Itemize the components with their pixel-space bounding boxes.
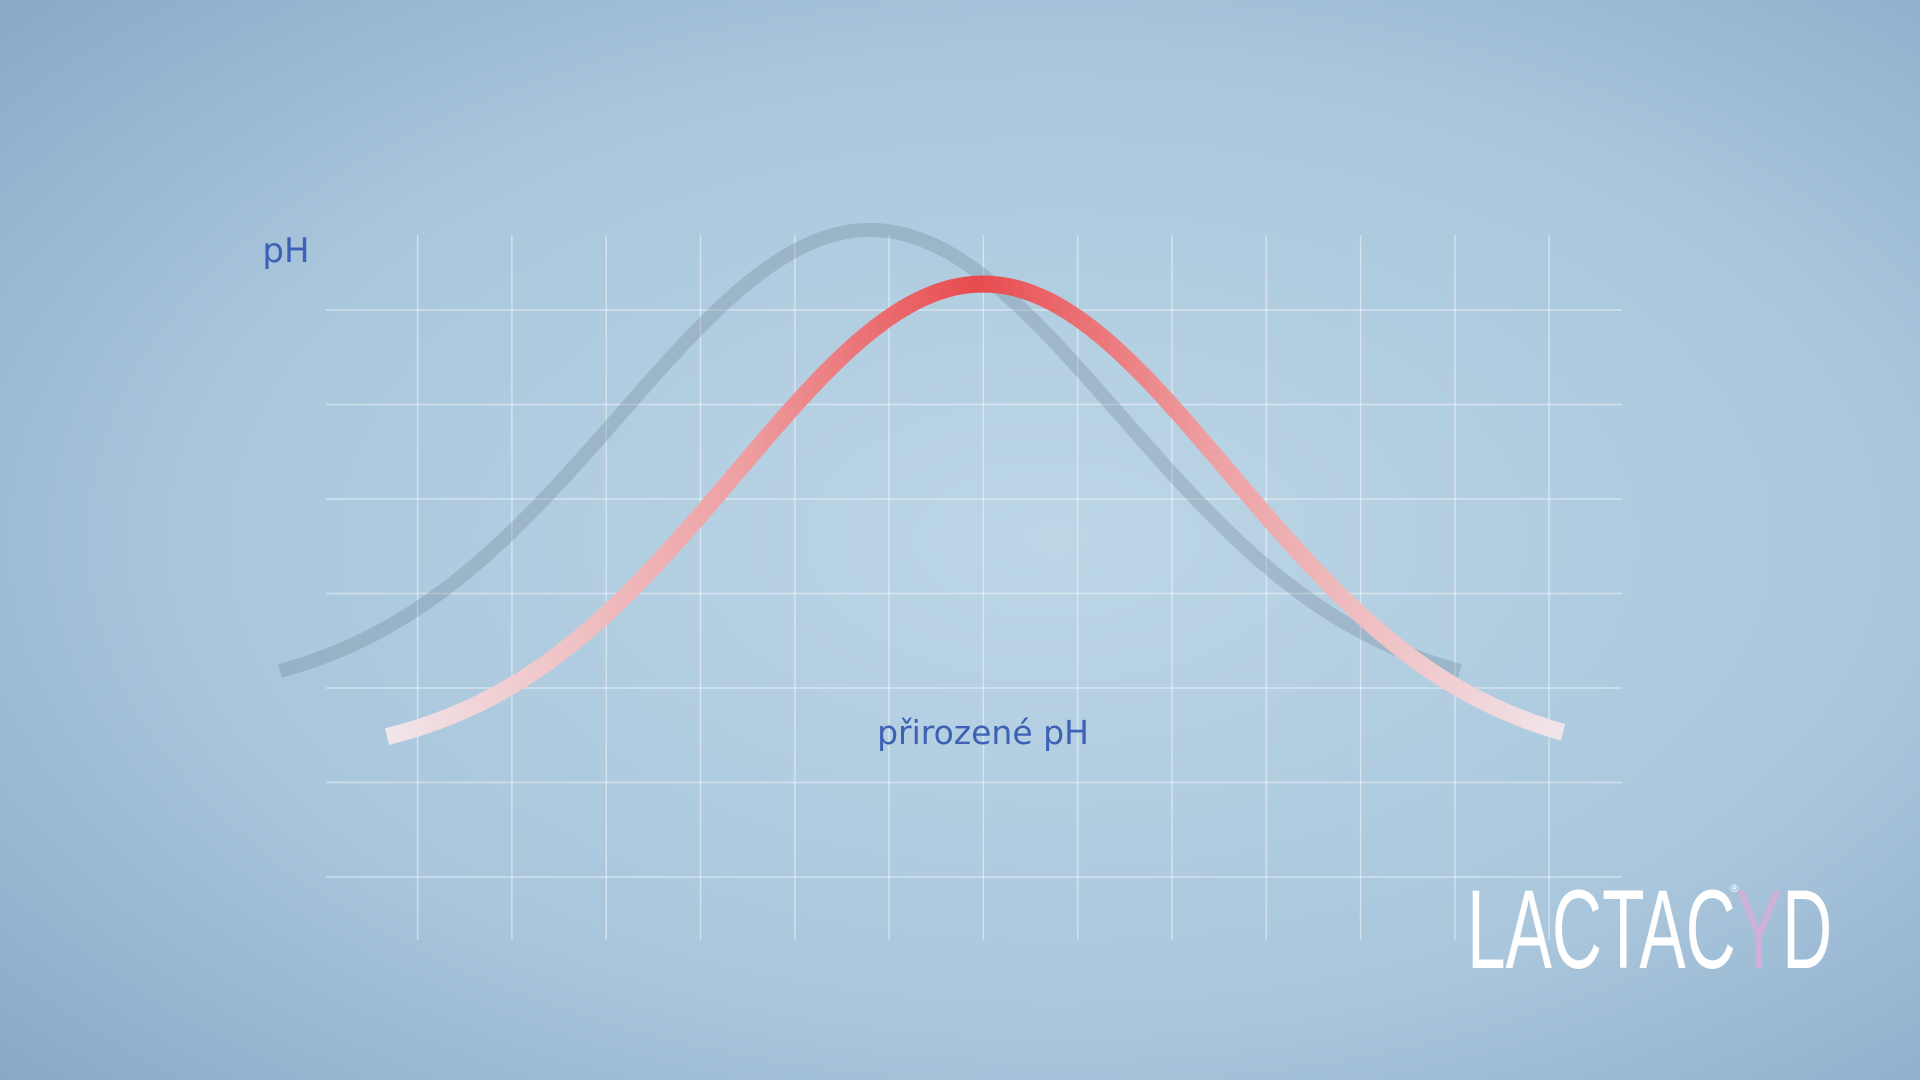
logo: LACTACYD bbox=[1467, 867, 1832, 992]
annotation: přirozené pH bbox=[877, 713, 1089, 752]
ph-curve bbox=[384, 275, 1566, 745]
grid bbox=[326, 235, 1622, 940]
logo-part: D bbox=[1782, 867, 1832, 992]
curve-shadow bbox=[278, 223, 1462, 678]
logo-mark: ® bbox=[1729, 882, 1740, 895]
logo-part: Y bbox=[1736, 867, 1782, 992]
logo-text: LACTACYD bbox=[1467, 867, 1832, 992]
axis-label: pH bbox=[262, 231, 309, 271]
logo-part: LACTAC bbox=[1467, 867, 1736, 992]
